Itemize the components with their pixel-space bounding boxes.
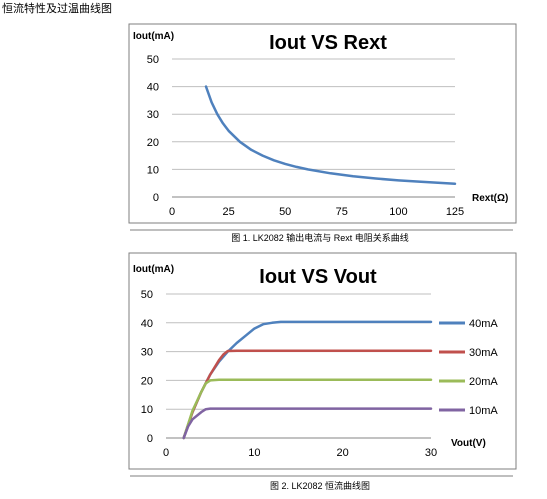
y-tick-label: 30 bbox=[147, 109, 159, 121]
y-tick-label: 20 bbox=[147, 137, 159, 149]
chart-1-x-ticks: 0 25 50 75 100 125 bbox=[169, 206, 464, 218]
chart-2-ylabel: Iout(mA) bbox=[133, 264, 174, 275]
chart-1-caption: 图 1. LK2082 输出电流与 Rext 电阻关系曲线 bbox=[231, 232, 409, 243]
x-tick-label: 50 bbox=[279, 206, 291, 218]
series-line-series-0 bbox=[204, 85, 457, 186]
legend-label: 10mA bbox=[469, 405, 498, 417]
chart-1-frame bbox=[128, 23, 517, 224]
page-title: 恒流特性及过温曲线图 bbox=[2, 2, 112, 15]
y-tick-label: 50 bbox=[141, 289, 153, 301]
series-line-10mA bbox=[182, 407, 433, 440]
chart-2-frame bbox=[128, 252, 517, 470]
chart-1-ylabel: Iout(mA) bbox=[133, 31, 174, 42]
y-tick-label: 10 bbox=[147, 164, 159, 176]
x-tick-label: 20 bbox=[337, 447, 349, 459]
series-line-20mA bbox=[182, 378, 433, 440]
chart-2-x-ticks: 0 10 20 30 bbox=[163, 447, 437, 459]
chart-2: Iout(mA) Iout VS Vout Vout(V) 0 10 20 30 40 5… bbox=[128, 252, 517, 470]
chart-1-title: Iout VS Rext bbox=[269, 32, 387, 54]
x-tick-label: 100 bbox=[389, 206, 407, 218]
chart-2-legend: 40mA 30mA 20mA 10mA bbox=[439, 318, 498, 417]
x-tick-label: 0 bbox=[169, 206, 175, 218]
chart-2-series bbox=[182, 320, 433, 440]
chart-2-caption: 图 2. LK2082 恒流曲线图 bbox=[270, 480, 370, 491]
legend-label: 40mA bbox=[469, 318, 498, 330]
x-tick-label: 125 bbox=[446, 206, 464, 218]
chart-1-xlabel: Rext(Ω) bbox=[472, 193, 508, 204]
y-tick-label: 10 bbox=[141, 404, 153, 416]
y-tick-label: 40 bbox=[141, 318, 153, 330]
y-tick-label: 30 bbox=[141, 347, 153, 359]
chart-1-series bbox=[204, 85, 457, 186]
y-tick-label: 20 bbox=[141, 375, 153, 387]
chart-2-xlabel: Vout(V) bbox=[451, 438, 486, 449]
y-tick-label: 40 bbox=[147, 82, 159, 94]
y-tick-label: 50 bbox=[147, 54, 159, 66]
x-tick-label: 0 bbox=[163, 447, 169, 459]
legend-label: 30mA bbox=[469, 347, 498, 359]
chart-2-y-ticks: 0 10 20 30 40 50 bbox=[141, 289, 153, 445]
chart-2-title: Iout VS Vout bbox=[259, 266, 377, 288]
chart-1-y-ticks: 0 10 20 30 40 50 bbox=[147, 54, 159, 204]
x-tick-label: 75 bbox=[336, 206, 348, 218]
chart-1-gridlines bbox=[172, 58, 455, 198]
legend-label: 20mA bbox=[469, 376, 498, 388]
x-tick-label: 25 bbox=[222, 206, 234, 218]
x-tick-label: 30 bbox=[425, 447, 437, 459]
y-tick-label: 0 bbox=[147, 433, 153, 445]
chart-1: Iout(mA) Iout VS Rext Rext(Ω) 0 10 20 30 40 5… bbox=[128, 23, 517, 224]
x-tick-label: 10 bbox=[248, 447, 260, 459]
y-tick-label: 0 bbox=[153, 192, 159, 204]
